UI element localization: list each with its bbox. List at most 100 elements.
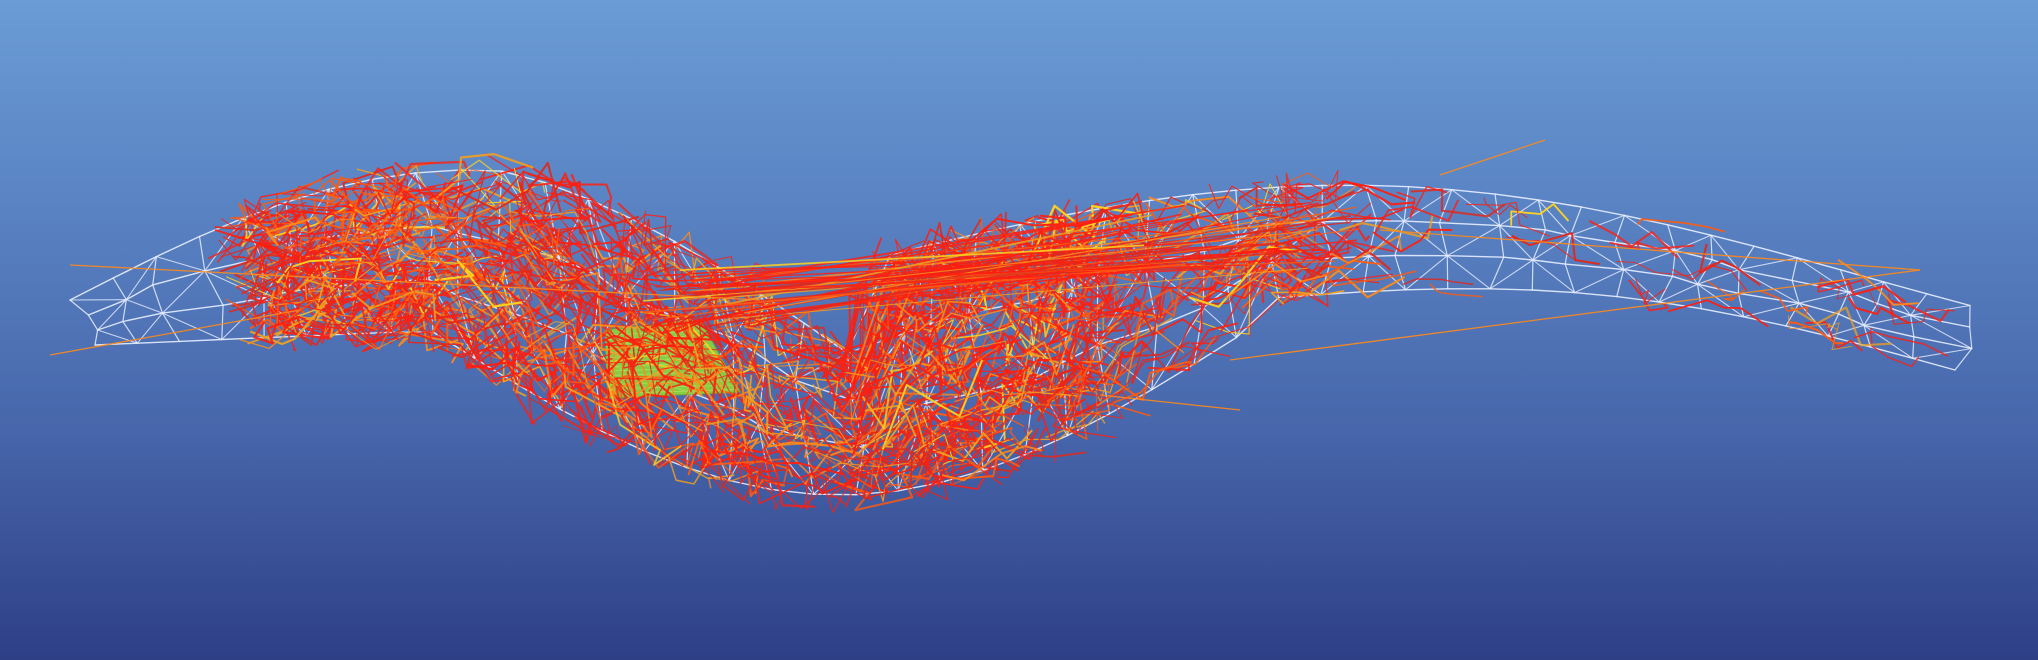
streamline — [214, 209, 321, 232]
streamline — [249, 292, 306, 336]
mesh-edge — [1700, 308, 1745, 318]
streamline — [1886, 298, 1950, 322]
streamline — [363, 287, 411, 315]
streamline — [622, 215, 669, 257]
streamline — [1628, 279, 1669, 312]
streamline — [588, 410, 666, 450]
streamline — [1198, 253, 1284, 305]
streamline — [1004, 401, 1100, 423]
streamline — [241, 213, 266, 247]
mesh-diagonal — [1403, 189, 1453, 222]
streamline — [1152, 296, 1222, 336]
mesh-edge — [1876, 302, 1912, 316]
streamline — [433, 238, 565, 268]
mesh-edge — [1404, 288, 1449, 291]
streamline — [863, 400, 917, 437]
streamline — [1270, 170, 1339, 202]
streamline — [1045, 411, 1106, 439]
mesh-diagonal — [97, 329, 138, 344]
mesh-diagonal — [1321, 184, 1367, 223]
streamline — [675, 413, 754, 453]
streamline — [863, 449, 939, 500]
streamline — [504, 309, 577, 344]
streamline — [430, 298, 518, 344]
mesh-edge — [1913, 336, 1973, 350]
streamline — [286, 237, 320, 275]
mesh-edge — [1909, 314, 1915, 338]
streamline — [281, 226, 328, 270]
streamline — [662, 351, 755, 426]
streamline — [334, 189, 448, 226]
streamline — [780, 367, 823, 398]
streamline — [631, 230, 670, 285]
mesh-edge — [1863, 324, 1872, 348]
streamline — [1402, 278, 1474, 286]
mesh-edge — [1909, 293, 1928, 316]
mesh-edge — [204, 270, 224, 306]
streamline — [716, 392, 777, 443]
streamline — [436, 169, 503, 190]
streamline — [1372, 228, 1453, 253]
mesh-edge — [1498, 224, 1547, 231]
mesh-edge — [1532, 259, 1566, 265]
mesh-diagonal — [1404, 255, 1448, 291]
streamlines — [49, 139, 1956, 513]
mesh-edge — [221, 304, 224, 341]
streamline — [1026, 283, 1073, 312]
mesh-edge — [1737, 269, 1740, 294]
mesh-edge — [1564, 263, 1576, 294]
streamline — [528, 262, 648, 313]
mesh-diagonal — [1446, 255, 1491, 290]
streamline — [894, 306, 984, 346]
mesh-edge — [1537, 199, 1547, 231]
streamline — [1848, 297, 1910, 325]
mesh-diagonal — [1532, 259, 1576, 294]
streamline — [526, 286, 551, 310]
streamline — [1057, 358, 1160, 417]
streamline — [1071, 306, 1132, 375]
mesh-edge — [161, 304, 224, 314]
streamline — [1105, 274, 1136, 324]
green-box-hatch — [607, 362, 722, 367]
streamline — [1588, 219, 1679, 259]
mesh-edge — [1614, 241, 1625, 271]
streamline — [1055, 330, 1165, 387]
mesh-edge — [1451, 188, 1496, 195]
mesh-edge — [1489, 288, 1534, 291]
mesh-diagonal — [1151, 307, 1204, 391]
streamline — [1634, 278, 1666, 305]
streamline — [1164, 230, 1296, 290]
mesh-edge — [1532, 229, 1547, 261]
streamline — [600, 385, 659, 426]
streamline — [758, 299, 842, 363]
streamline — [1061, 390, 1101, 436]
streamline — [428, 234, 451, 272]
streamline — [464, 335, 527, 397]
streamline — [841, 466, 896, 501]
streamline — [466, 234, 543, 298]
streamline — [1007, 280, 1118, 354]
streamline — [376, 247, 463, 277]
streamline — [306, 276, 345, 315]
streamline — [833, 307, 937, 402]
streamline — [1760, 290, 1809, 316]
mesh-edge — [1791, 257, 1798, 282]
streamline — [429, 184, 473, 229]
streamline — [407, 269, 499, 322]
streamline — [1058, 373, 1133, 413]
streamline — [1853, 330, 1949, 357]
mesh-edge — [812, 493, 857, 496]
streamline-long — [679, 244, 1145, 272]
streamline — [499, 170, 559, 244]
streamline — [252, 240, 286, 260]
streamline — [832, 398, 889, 437]
streamline — [940, 277, 1039, 332]
streamline — [1147, 322, 1238, 372]
streamline — [471, 266, 513, 316]
streamline — [850, 351, 920, 422]
mesh-edge — [1616, 295, 1660, 303]
streamline — [373, 260, 428, 308]
mesh-edge — [69, 277, 114, 301]
